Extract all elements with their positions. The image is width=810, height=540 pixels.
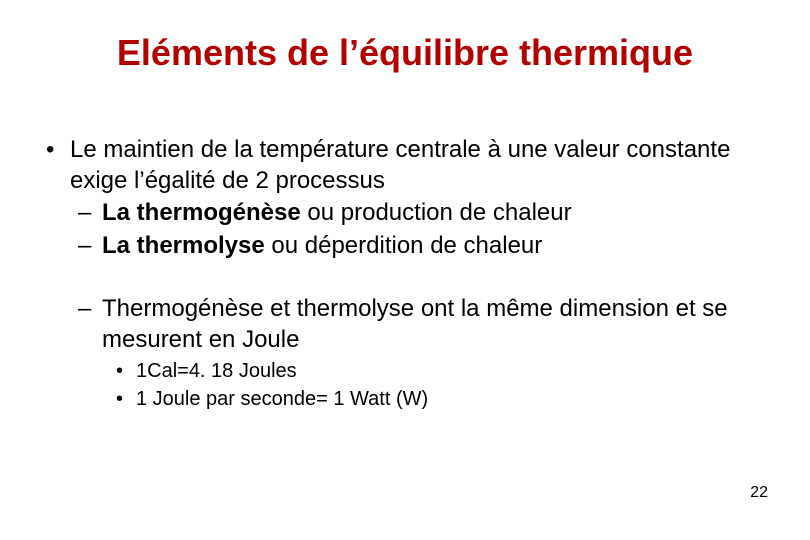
- sub-sub-bullet-item: 1Cal=4. 18 Joules: [102, 359, 770, 385]
- slide-title: Eléments de l’équilibre thermique: [0, 32, 810, 74]
- slide: Eléments de l’équilibre thermique Le mai…: [0, 0, 810, 540]
- sub-sub-bullet-item: 1 Joule par seconde= 1 Watt (W): [102, 387, 770, 413]
- bullet-list-level2: La thermogénèse ou production de chaleur…: [70, 198, 770, 261]
- bullet-list-level3: 1Cal=4. 18 Joules 1 Joule par seconde= 1…: [102, 359, 770, 412]
- sub-bullet-text: Thermogénèse et thermolyse ont la même d…: [102, 295, 728, 353]
- term-bold: La thermolyse: [102, 232, 265, 259]
- spacer: [70, 262, 770, 292]
- bullet-item: Le maintien de la température centrale à…: [40, 135, 770, 413]
- sub-bullet-item: La thermolyse ou déperdition de chaleur: [70, 231, 770, 262]
- sub-bullet-item: Thermogénèse et thermolyse ont la même d…: [70, 294, 770, 413]
- slide-body: Le maintien de la température centrale à…: [40, 135, 770, 413]
- sub-bullet-item: La thermogénèse ou production de chaleur: [70, 198, 770, 229]
- bullet-list-level2: Thermogénèse et thermolyse ont la même d…: [70, 294, 770, 413]
- page-number: 22: [750, 484, 768, 502]
- bullet-list-level1: Le maintien de la température centrale à…: [40, 135, 770, 413]
- term-rest: ou production de chaleur: [301, 199, 572, 226]
- term-bold: La thermogénèse: [102, 199, 301, 226]
- term-rest: ou déperdition de chaleur: [265, 232, 543, 259]
- bullet-text: Le maintien de la température centrale à…: [70, 136, 730, 194]
